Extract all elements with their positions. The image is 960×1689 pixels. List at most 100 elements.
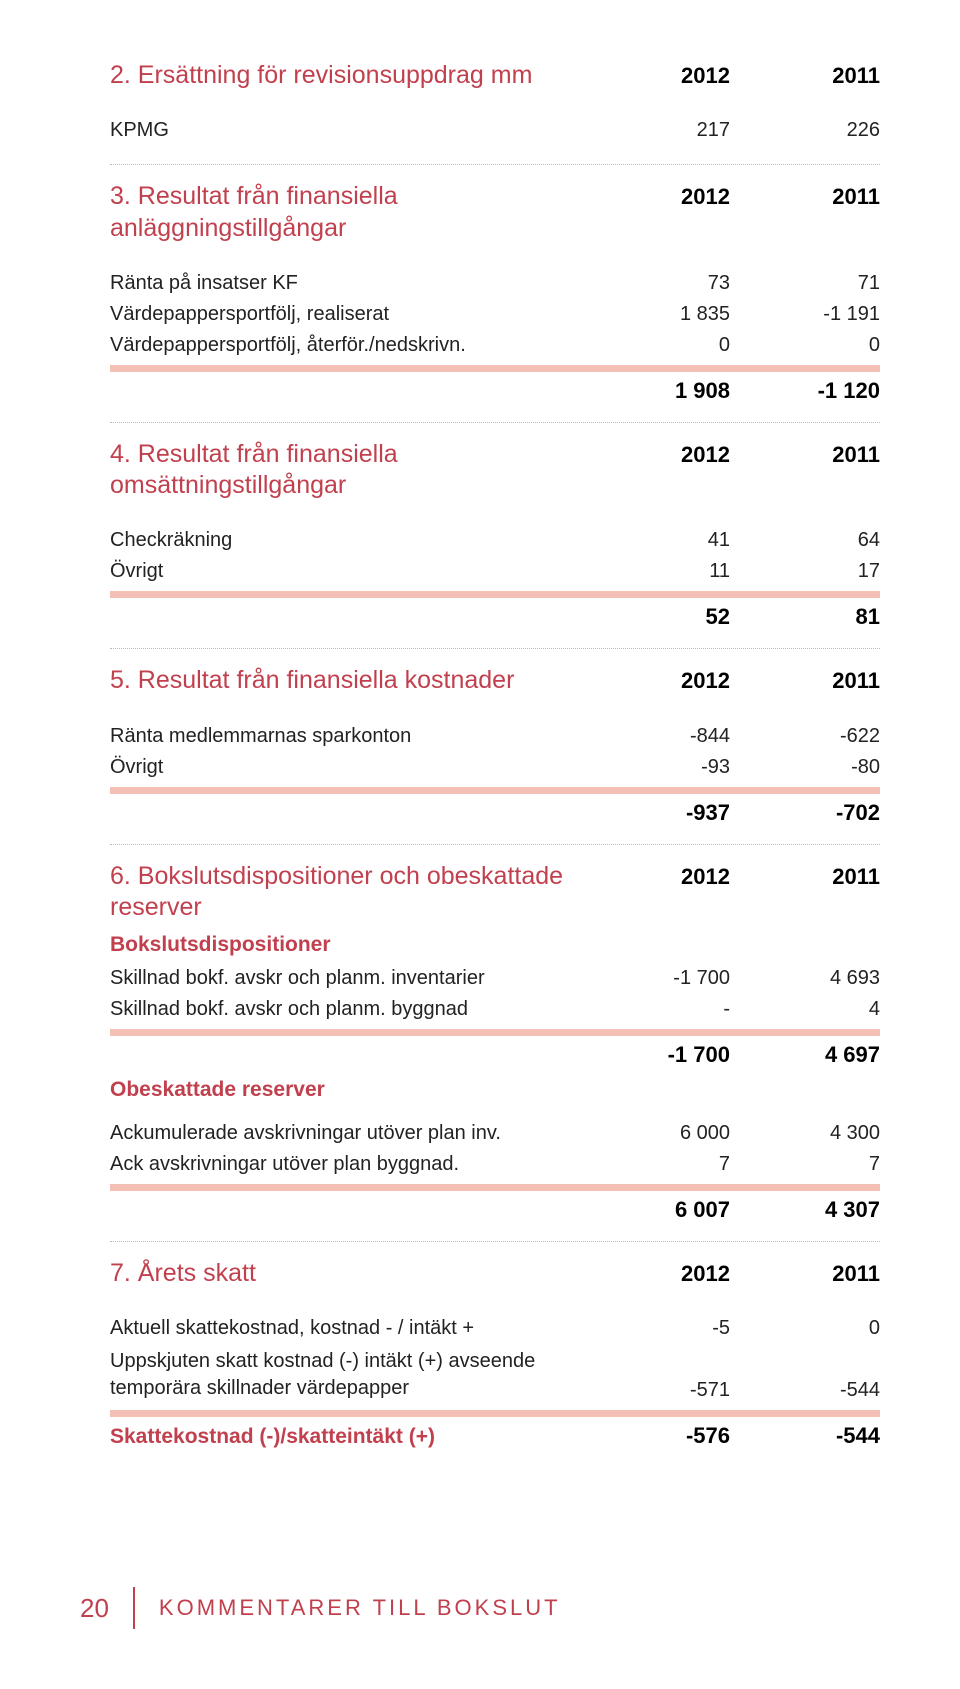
sum-value: -576 (580, 1423, 730, 1449)
divider (110, 422, 880, 423)
section-4-title: 4. Resultat från finansiella omsättnings… (110, 439, 580, 502)
table-row: Skillnad bokf. avskr och planm. byggnad … (110, 994, 880, 1025)
sum-value: 4 697 (730, 1042, 880, 1068)
row-value: 4 693 (730, 967, 880, 990)
sum-value: 81 (730, 604, 880, 630)
sum-label: Skattekostnad (-)/skatteintäkt (+) (110, 1425, 580, 1449)
section-2-header: 2. Ersättning för revisionsuppdrag mm 20… (110, 60, 880, 91)
year-col-2012: 2012 (580, 864, 730, 890)
row-label: Aktuell skattekostnad, kostnad - / intäk… (110, 1317, 580, 1340)
row-value: 217 (580, 119, 730, 142)
table-row: Ränta på insatser KF 73 71 (110, 268, 880, 299)
row-value: -571 (580, 1379, 730, 1402)
row-value: 0 (580, 334, 730, 357)
row-label: KPMG (110, 119, 580, 142)
footer-divider (133, 1587, 135, 1629)
row-value: 1 835 (580, 303, 730, 326)
section-3-header: 3. Resultat från finansiella anläggnings… (110, 181, 880, 244)
sum-bar (110, 365, 880, 372)
sum-value: -702 (730, 800, 880, 826)
sum-value: -937 (580, 800, 730, 826)
section-2-title: 2. Ersättning för revisionsuppdrag mm (110, 60, 580, 91)
row-label: Värdepappersportfölj, realiserat (110, 303, 580, 326)
row-label: Ränta på insatser KF (110, 272, 580, 295)
sum-row: Skattekostnad (-)/skatteintäkt (+) -576 … (110, 1423, 880, 1449)
sum-row: 52 81 (110, 604, 880, 630)
sum-value: 6 007 (580, 1197, 730, 1223)
sum-bar (110, 591, 880, 598)
section-5-header: 5. Resultat från finansiella kostnader 2… (110, 665, 880, 696)
sum-value: -544 (730, 1423, 880, 1449)
row-value: -844 (580, 725, 730, 748)
page-footer: 20 KOMMENTARER TILL BOKSLUT (80, 1587, 561, 1629)
table-row: Värdepappersportfölj, återför./nedskrivn… (110, 330, 880, 361)
row-value: -1 700 (580, 967, 730, 990)
row-label: Uppskjuten skatt kostnad (-) intäkt (+) … (110, 1348, 580, 1402)
row-value: 7 (730, 1153, 880, 1176)
sub-heading-obeskattade: Obeskattade reserver (110, 1078, 880, 1102)
section-6-title: 6. Bokslutsdispositioner och obeskattade… (110, 861, 580, 924)
row-value: 7 (580, 1153, 730, 1176)
row-value: 0 (730, 334, 880, 357)
section-3-title: 3. Resultat från finansiella anläggnings… (110, 181, 580, 244)
sum-row: 6 007 4 307 (110, 1197, 880, 1223)
table-row: Uppskjuten skatt kostnad (-) intäkt (+) … (110, 1344, 880, 1406)
section-4-header: 4. Resultat från finansiella omsättnings… (110, 439, 880, 502)
row-value: 41 (580, 529, 730, 552)
row-value: 64 (730, 529, 880, 552)
section-6-header: 6. Bokslutsdispositioner och obeskattade… (110, 861, 880, 924)
sum-bar (110, 787, 880, 794)
row-value: -544 (730, 1379, 880, 1402)
row-label: Övrigt (110, 560, 580, 583)
footer-title: KOMMENTARER TILL BOKSLUT (159, 1595, 561, 1621)
table-row: Övrigt 11 17 (110, 556, 880, 587)
sum-value: -1 120 (730, 378, 880, 404)
sum-bar (110, 1184, 880, 1191)
row-label: Skillnad bokf. avskr och planm. inventar… (110, 967, 580, 990)
row-value: 17 (730, 560, 880, 583)
row-value: -1 191 (730, 303, 880, 326)
year-col-2012: 2012 (580, 668, 730, 694)
divider (110, 648, 880, 649)
sum-bar (110, 1029, 880, 1036)
row-label: Ack avskrivningar utöver plan byggnad. (110, 1153, 580, 1176)
table-row: Värdepappersportfölj, realiserat 1 835 -… (110, 299, 880, 330)
table-row: Ack avskrivningar utöver plan byggnad. 7… (110, 1149, 880, 1180)
divider (110, 1241, 880, 1242)
section-7-header: 7. Årets skatt 2012 2011 (110, 1258, 880, 1289)
year-col-2011: 2011 (730, 1261, 880, 1287)
sum-value: -1 700 (580, 1042, 730, 1068)
sub-heading-bokslutsdispositioner: Bokslutsdispositioner (110, 933, 880, 957)
divider (110, 844, 880, 845)
row-value: 73 (580, 272, 730, 295)
year-col-2011: 2011 (730, 668, 880, 694)
year-col-2011: 2011 (730, 184, 880, 210)
year-col-2012: 2012 (580, 63, 730, 89)
row-value: 226 (730, 119, 880, 142)
sum-bar (110, 1410, 880, 1417)
row-value: -93 (580, 756, 730, 779)
row-label: Checkräkning (110, 529, 580, 552)
table-row: KPMG 217 226 (110, 115, 880, 146)
row-label: Övrigt (110, 756, 580, 779)
row-label: Ränta medlemmarnas sparkonton (110, 725, 580, 748)
year-col-2012: 2012 (580, 442, 730, 468)
table-row: Övrigt -93 -80 (110, 752, 880, 783)
row-value: 0 (730, 1317, 880, 1340)
row-value: - (580, 998, 730, 1021)
table-row: Ackumulerade avskrivningar utöver plan i… (110, 1118, 880, 1149)
year-col-2012: 2012 (580, 184, 730, 210)
table-row: Skillnad bokf. avskr och planm. inventar… (110, 963, 880, 994)
row-label: Skillnad bokf. avskr och planm. byggnad (110, 998, 580, 1021)
row-label: Värdepappersportfölj, återför./nedskrivn… (110, 334, 580, 357)
sum-value: 4 307 (730, 1197, 880, 1223)
table-row: Ränta medlemmarnas sparkonton -844 -622 (110, 721, 880, 752)
row-value: 4 300 (730, 1122, 880, 1145)
section-7-title: 7. Årets skatt (110, 1258, 580, 1289)
row-value: 71 (730, 272, 880, 295)
row-value: 6 000 (580, 1122, 730, 1145)
page-number: 20 (80, 1593, 109, 1624)
divider (110, 164, 880, 165)
row-value: -622 (730, 725, 880, 748)
sum-value: 52 (580, 604, 730, 630)
